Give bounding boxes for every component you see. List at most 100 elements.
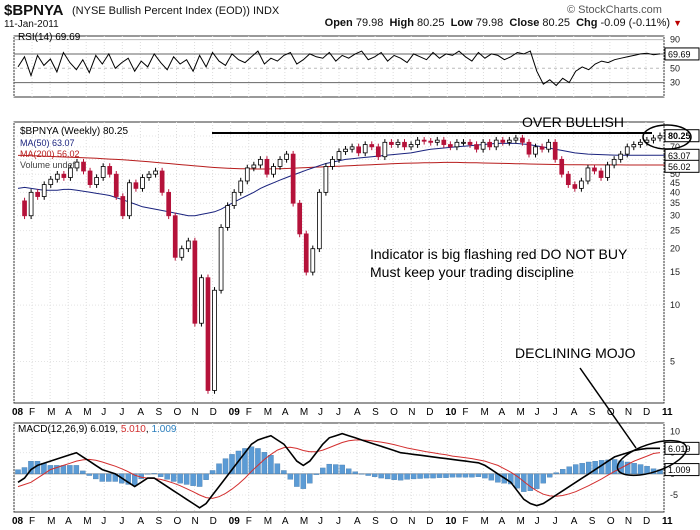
macd-histogram-bar: [170, 473, 177, 482]
price-tick-label: 35: [670, 198, 680, 208]
macd-month-label: A: [65, 516, 72, 527]
price-month-label: N: [625, 407, 632, 418]
macd-histogram-bar: [404, 473, 410, 480]
price-tick-label: 50: [670, 169, 680, 179]
annotation-layer: OVER BULLISH Indicator is big flashing re…: [212, 114, 692, 477]
price-month-label: J: [336, 407, 341, 418]
price-candle: [638, 141, 643, 145]
low-label: Low 79.98: [450, 17, 504, 29]
price-candle: [362, 144, 368, 154]
price-month-label: M: [83, 407, 91, 418]
price-candle: [454, 141, 460, 148]
price-candle: [336, 151, 342, 160]
macd-histogram-bar: [281, 470, 287, 475]
price-candle: [467, 141, 473, 145]
macd-histogram-bar: [307, 473, 313, 484]
macd-histogram-bar: [242, 448, 248, 475]
hist-value-box: [664, 463, 700, 477]
macd-month-label: M: [480, 516, 488, 527]
price-month-label: M: [517, 407, 525, 418]
price-candle: [356, 146, 361, 154]
price-candle: [546, 141, 551, 150]
macd-month-label: O: [174, 516, 182, 527]
price-tick-label: 40: [670, 187, 680, 197]
price-candle: [651, 137, 656, 141]
price-candle: [172, 215, 178, 258]
declining-mojo-label: DECLINING MOJO: [515, 345, 636, 361]
price-month-label: D: [643, 407, 650, 418]
price-month-label: J: [318, 407, 323, 418]
close-label: Close 80.25: [509, 17, 570, 29]
price-candle: [369, 144, 375, 148]
macd-month-label: O: [390, 516, 398, 527]
macd-tick-label: 10: [670, 426, 680, 436]
chg-label: Chg -0.09 (-0.11%): [576, 17, 671, 29]
macd-histogram-bar: [475, 473, 482, 477]
price-candle: [100, 166, 106, 178]
rsi-tick-label: 30: [670, 78, 680, 88]
price-candle: [94, 177, 99, 185]
price-month-label: N: [192, 407, 199, 418]
macd-histogram-bar: [534, 473, 540, 489]
price-candle: [572, 184, 578, 189]
macd-histogram-bar: [144, 473, 151, 475]
macd-histogram-bar: [222, 458, 229, 475]
macd-month-label: N: [192, 516, 199, 527]
price-candle: [284, 153, 289, 160]
macd-histogram-bar: [378, 473, 384, 479]
price-month-label: J: [101, 407, 106, 418]
macd-month-label: F: [246, 516, 252, 527]
macd-month-label: 10: [445, 516, 457, 527]
macd-histogram-bar: [365, 473, 371, 476]
rsi-line: [17, 50, 661, 87]
macd-histogram-bar: [93, 473, 99, 480]
macd-histogram-bar: [157, 473, 164, 477]
hist-value-label: 1.009: [668, 465, 691, 475]
macd-histogram-bar: [514, 473, 521, 489]
price-legend: $BPNYA (Weekly) 80.25: [20, 126, 128, 137]
price-month-label: M: [480, 407, 488, 418]
macd-histogram-bar: [99, 473, 106, 482]
macd-month-label: S: [589, 516, 596, 527]
price-month-label: S: [372, 407, 379, 418]
ma200-value-label: 56.02: [668, 162, 691, 172]
macd-histogram-bar: [605, 459, 611, 475]
price-candle: [539, 146, 545, 150]
price-tick-label: 20: [670, 244, 680, 254]
macd-histogram-bar: [456, 473, 462, 478]
macd-month-label: J: [101, 516, 106, 527]
price-candle: [28, 191, 34, 217]
price-candle: [179, 248, 185, 258]
macd-histogram-bar: [190, 473, 196, 486]
price-month-label: A: [137, 407, 144, 418]
price-candle: [113, 173, 119, 197]
price-highlight-ellipse: [642, 124, 692, 150]
macd-month-label: M: [83, 516, 91, 527]
price-month-label: D: [210, 407, 217, 418]
rsi-value-label: 69.69: [668, 49, 691, 59]
warning-note-line1: Indicator is big flashing red DO NOT BUY: [370, 246, 628, 262]
price-candle: [330, 158, 335, 167]
macd-histogram-bar: [21, 467, 28, 475]
price-candle: [579, 180, 584, 189]
macd-value-label: 6.019: [668, 444, 691, 454]
macd-histogram-bar: [229, 454, 235, 475]
ma200-line: [18, 154, 667, 170]
price-month-label: M: [264, 407, 272, 418]
price-candle: [48, 178, 54, 185]
macd-histogram-bar: [15, 469, 21, 475]
macd-month-label: A: [499, 516, 506, 527]
macd-frame: [13, 422, 665, 513]
price-candle: [592, 167, 597, 172]
price-month-label: A: [354, 407, 361, 418]
macd-histogram-bar: [333, 464, 339, 475]
macd-legend: MACD(12,26,9) 6.019, 5.010, 1.009: [18, 424, 177, 435]
macd-panel: -50510MACD(12,26,9) 6.019, 5.010, 1.0096…: [12, 422, 700, 527]
price-candle: [81, 161, 86, 172]
macd-histogram-bar: [60, 465, 67, 475]
price-candle: [140, 177, 145, 189]
price-month-label: J: [553, 407, 558, 418]
volume-legend: Volume undef: [20, 160, 76, 170]
macd-histogram-bar: [462, 473, 469, 478]
macd-month-label: D: [643, 516, 650, 527]
